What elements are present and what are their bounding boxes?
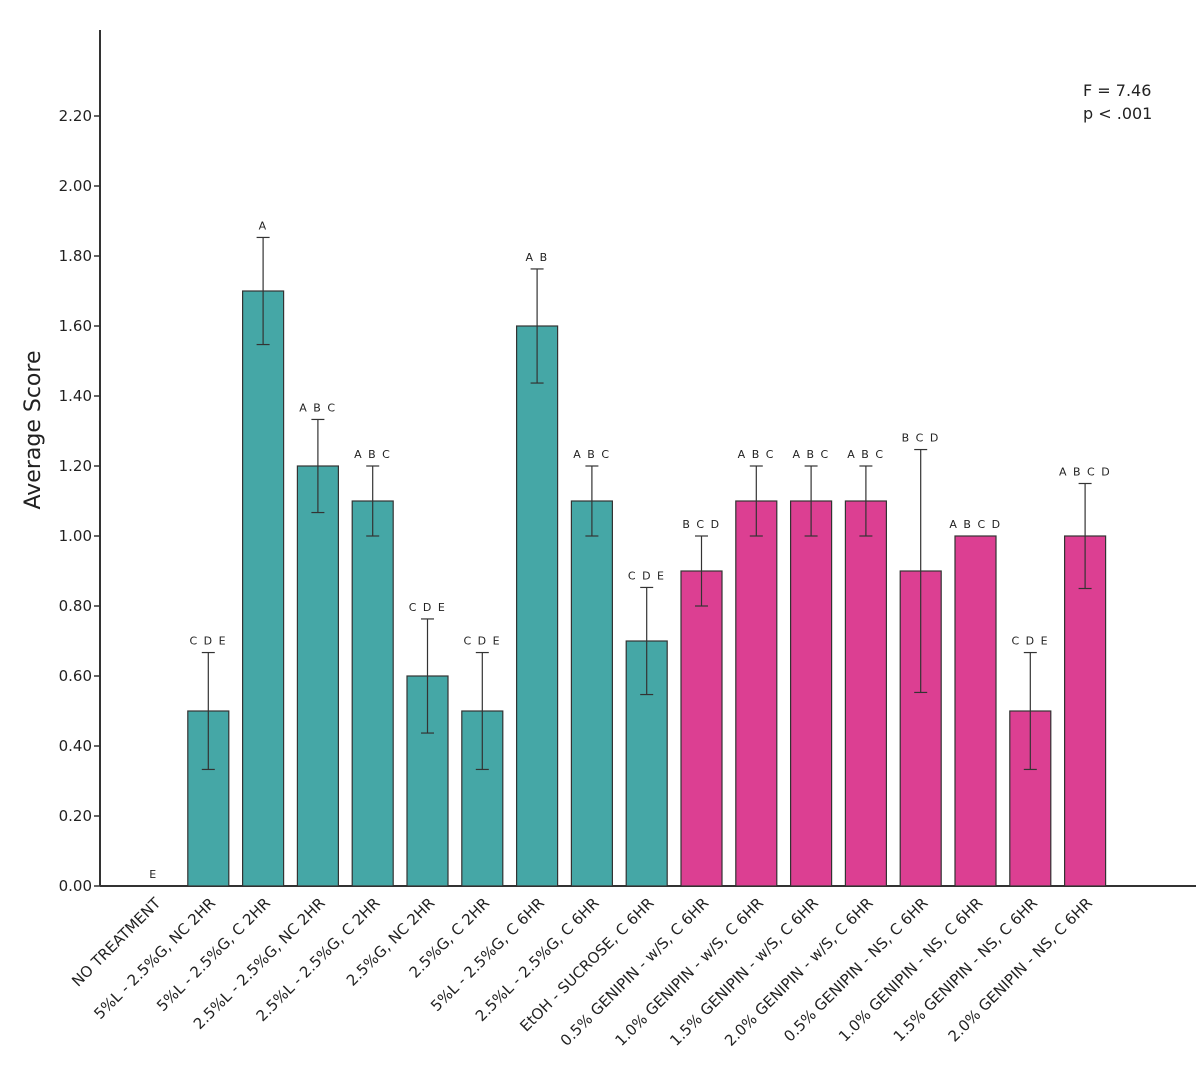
significance-label: A B C	[299, 401, 336, 414]
significance-label: C D E	[463, 635, 501, 648]
bar-4	[296, 465, 339, 887]
significance-label: A	[259, 219, 268, 232]
significance-label: A B C	[573, 448, 610, 461]
significance-label: A B C	[738, 448, 775, 461]
significance-label: A B C	[792, 448, 829, 461]
bar-3	[242, 290, 285, 887]
significance-label: A B C	[354, 448, 391, 461]
y-tick-label: 1.00	[59, 527, 92, 545]
bar-11	[680, 570, 723, 887]
significance-label: C D E	[189, 635, 227, 648]
plot-area: 0.00 0.20 0.40 0.60 0.80 1.00 1.20 1.40 1.60 1.80…	[59, 30, 1196, 1050]
bar-12	[735, 500, 778, 887]
y-tick-label: 2.20	[59, 107, 92, 125]
bar-16	[954, 535, 997, 887]
y-tick-label: 0.20	[59, 807, 92, 825]
bar-9	[570, 500, 614, 887]
bar-14	[844, 500, 888, 887]
bar-18	[1063, 535, 1107, 887]
significance-label: A B C D	[949, 518, 1001, 531]
y-tick-label: 0.00	[59, 877, 92, 895]
bar-8	[515, 325, 559, 887]
significance-label: C D E	[1011, 635, 1049, 648]
y-axis-title: Average Score	[21, 351, 46, 510]
y-tick-label: 1.60	[59, 317, 92, 335]
p-value: p < .001	[1083, 104, 1152, 123]
bar-5	[351, 500, 394, 887]
significance-label: B C D	[682, 518, 720, 531]
y-tick-label: 1.20	[59, 457, 92, 475]
significance-label: C D E	[409, 601, 447, 614]
y-tick-label: 0.80	[59, 597, 92, 615]
y-tick-label: 1.80	[59, 247, 92, 265]
significance-label: A B C	[847, 448, 884, 461]
f-statistic: F = 7.46	[1083, 81, 1151, 100]
y-tick-label: 2.00	[59, 177, 92, 195]
significance-label: B C D	[902, 432, 940, 445]
y-tick-label: 0.40	[59, 737, 92, 755]
x-category-label: NO TREATMENT	[68, 894, 165, 991]
significance-label: A B	[526, 251, 549, 264]
y-tick-label: 0.60	[59, 667, 92, 685]
bar-13	[789, 500, 833, 887]
significance-label: A B C D	[1059, 466, 1111, 479]
significance-label: C D E	[628, 569, 666, 582]
y-tick-label: 1.40	[59, 387, 92, 405]
significance-label: E	[149, 868, 157, 881]
